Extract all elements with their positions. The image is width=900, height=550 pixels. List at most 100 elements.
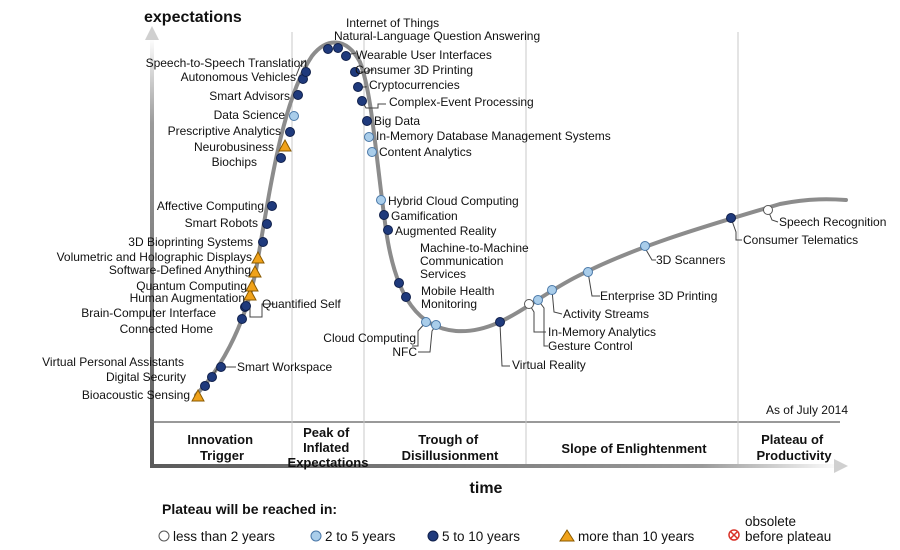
marker-big-data	[362, 116, 372, 126]
phase-slope-of-enlightenment: Slope of Enlightenment	[561, 441, 707, 456]
leader-line	[551, 289, 563, 315]
label-software-defined-anything: Software-Defined Anything	[109, 263, 251, 277]
legend-obsolete-marker	[728, 529, 740, 541]
marker-complex-event-processing	[357, 96, 367, 106]
label-quantum-computing: Quantum Computing	[136, 279, 247, 293]
label-machine-to-machine-communication-services: Machine-to-Machine Communication Services	[420, 241, 529, 281]
marker-neurobusiness	[278, 138, 292, 152]
label-data-science: Data Science	[214, 108, 286, 122]
label-in-memory-database-management-systems: In-Memory Database Management Systems	[376, 129, 611, 143]
marker-in-memory-database-management-systems	[364, 132, 374, 142]
axes: expectations time	[144, 9, 848, 497]
label-virtual-reality: Virtual Reality	[512, 358, 586, 372]
marker-consumer-3d-printing	[350, 67, 360, 77]
leader-line	[537, 299, 548, 347]
marker-virtual-personal-assistants	[207, 372, 217, 382]
label-quantified-self: Quantified Self	[262, 297, 341, 311]
label-enterprise-3d-printing: Enterprise 3D Printing	[600, 289, 717, 303]
marker-software-defined-anything	[248, 264, 262, 278]
label-autonomous-vehicles: Autonomous Vehicles	[181, 70, 296, 84]
leader-line	[587, 271, 600, 297]
legend-gt10-label: more than 10 years	[578, 529, 695, 544]
legend-lt2-label: less than 2 years	[173, 529, 275, 544]
label-affective-computing: Affective Computing	[157, 199, 264, 213]
label-gesture-control: Gesture Control	[548, 339, 633, 353]
phase-innovation-trigger: Innovation Trigger	[187, 432, 256, 463]
label-3d-bioprinting-systems: 3D Bioprinting Systems	[128, 235, 253, 249]
marker-speech-to-speech-translation	[301, 67, 311, 77]
leader-line	[644, 247, 656, 261]
marker-volumetric-and-holographic-displays	[251, 250, 265, 264]
marker-gesture-control	[533, 295, 543, 305]
legend-5to10-label: 5 to 10 years	[442, 529, 520, 544]
legend-obsolete-label: obsolete before plateau	[745, 514, 831, 544]
marker-wearable-user-interfaces	[341, 51, 351, 61]
label-hybrid-cloud-computing: Hybrid Cloud Computing	[388, 194, 519, 208]
leader-line	[499, 323, 510, 367]
label-mobile-health-monitoring: Mobile Health Monitoring	[421, 284, 494, 311]
marker-human-augmentation	[243, 287, 257, 301]
leader-line	[295, 59, 307, 77]
legend-gt10-marker	[559, 529, 575, 542]
y-axis-arrowhead	[145, 26, 159, 40]
label-content-analytics: Content Analytics	[379, 145, 472, 159]
y-axis-title: expectations	[144, 9, 242, 26]
label-natural-language-question-answering: Natural-Language Question Answering	[334, 29, 540, 43]
label-gamification: Gamification	[391, 209, 458, 223]
marker-smart-advisors	[293, 90, 303, 100]
marker-speech-recognition	[763, 205, 773, 215]
marker-hybrid-cloud-computing	[376, 195, 386, 205]
label-consumer-3d-printing: Consumer 3D Printing	[355, 63, 473, 77]
label-consumer-telematics: Consumer Telematics	[743, 233, 858, 247]
label-prescriptive-analytics: Prescriptive Analytics	[168, 124, 281, 138]
marker-3d-bioprinting-systems	[258, 237, 268, 247]
marker-internet-of-things	[323, 44, 333, 54]
marker-activity-streams	[547, 285, 557, 295]
label-cryptocurrencies: Cryptocurrencies	[369, 78, 460, 92]
marker-augmented-reality	[383, 225, 393, 235]
marker-affective-computing	[267, 201, 277, 211]
label-augmented-reality: Augmented Reality	[395, 224, 496, 238]
x-axis-line	[150, 464, 840, 468]
marker-prescriptive-analytics	[285, 127, 295, 137]
phase-dividers	[291, 32, 739, 464]
label-activity-streams: Activity Streams	[563, 307, 649, 321]
marker-3d-scanners	[640, 241, 650, 251]
label-big-data: Big Data	[374, 114, 420, 128]
marker-machine-to-machine-communication-services	[394, 278, 404, 288]
as-of-date: As of July 2014	[766, 403, 848, 417]
label-connected-home: Connected Home	[120, 322, 214, 336]
leader-line	[730, 217, 742, 241]
label-cloud-computing: Cloud Computing	[323, 331, 416, 345]
phase-plateau-of-productivity: Plateau of Productivity	[756, 432, 832, 463]
leader-line	[412, 321, 427, 347]
marker-quantum-computing	[245, 278, 259, 292]
phase-trough-of-disillusionment: Trough of Disillusionment	[402, 432, 499, 463]
marker-data-science	[289, 111, 299, 121]
marker-smart-workspace	[216, 362, 226, 372]
legend-5to10-marker	[427, 530, 439, 542]
leader-line	[355, 69, 374, 73]
label-3d-scanners: 3D Scanners	[656, 253, 725, 267]
marker-smart-robots	[262, 219, 272, 229]
marker-nfc	[431, 320, 441, 330]
label-wearable-user-interfaces: Wearable User Interfaces	[356, 48, 492, 62]
marker-cryptocurrencies	[353, 82, 363, 92]
legend: Plateau will be reached in: less than 2 …	[158, 501, 831, 544]
marker-bioacoustic-sensing	[191, 388, 205, 402]
label-volumetric-and-holographic-displays: Volumetric and Holographic Displays	[57, 250, 252, 264]
y-axis-line	[150, 38, 154, 466]
x-axis-arrowhead	[834, 459, 848, 473]
label-complex-event-processing: Complex-Event Processing	[389, 95, 534, 109]
phase-peak-of-inflated-expectations: Peak of Inflated Expectations	[288, 425, 369, 470]
marker-virtual-reality	[495, 317, 505, 327]
label-digital-security: Digital Security	[106, 370, 186, 384]
phase-labels: Innovation Trigger Peak of Inflated Expe…	[187, 425, 832, 470]
label-smart-robots: Smart Robots	[185, 216, 258, 230]
label-virtual-personal-assistants: Virtual Personal Assistants	[42, 355, 184, 369]
label-speech-to-speech-translation: Speech-to-Speech Translation	[146, 56, 307, 70]
label-human-augmentation: Human Augmentation	[130, 291, 245, 305]
marker-natural-language-question-answering	[333, 43, 343, 53]
legend-2to5-label: 2 to 5 years	[325, 529, 396, 544]
marker-cloud-computing	[421, 317, 431, 327]
